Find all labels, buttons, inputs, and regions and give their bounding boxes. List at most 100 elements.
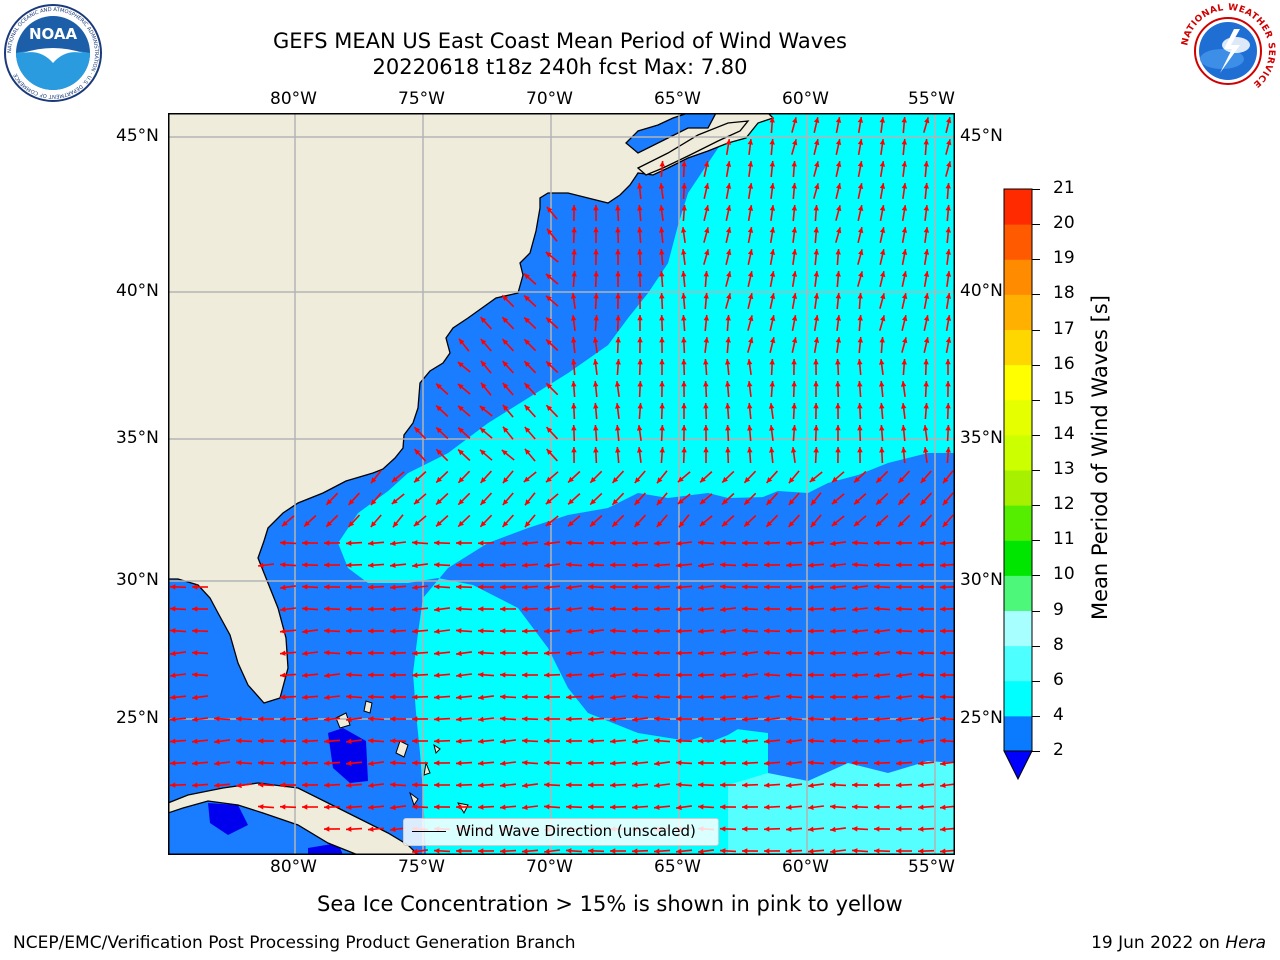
wind-wave-arrowhead — [940, 672, 946, 678]
wind-wave-arrowhead — [835, 381, 841, 387]
wind-wave-arrowhead — [852, 716, 858, 722]
wind-wave-arrowhead — [390, 650, 396, 656]
colorbar-segment — [1004, 575, 1032, 611]
wind-wave-arrowhead — [742, 540, 748, 546]
wind-wave-arrowhead — [725, 161, 732, 167]
wind-wave-arrowhead — [592, 337, 599, 343]
colorbar-tick-mark — [1032, 645, 1040, 647]
colorbar-tick-mark — [1032, 189, 1040, 190]
wind-wave-arrowhead — [923, 381, 929, 387]
wind-wave-arrowhead — [918, 650, 924, 656]
colorbar-segment — [1004, 364, 1032, 401]
lat-label-left: 25°N — [116, 708, 159, 728]
colorbar-tick-label: 17 — [1053, 318, 1075, 339]
wind-wave-arrowhead — [830, 804, 836, 810]
wind-wave-arrowhead — [898, 521, 904, 527]
wind-wave-arrowhead — [786, 540, 792, 546]
wind-wave-arrowhead — [831, 498, 838, 505]
wind-wave-arrowhead — [571, 337, 577, 343]
wind-wave-arrowhead — [502, 383, 509, 389]
wind-wave-arrowhead — [918, 584, 924, 590]
wind-wave-arrowhead — [896, 826, 902, 832]
colorbar-svg — [1003, 188, 1033, 781]
wind-wave-arrowhead — [368, 584, 374, 590]
wind-wave-arrowhead — [590, 498, 596, 505]
wind-wave-arrowhead — [500, 804, 506, 810]
wind-wave-arrowhead — [918, 782, 924, 788]
lat-label-right: 30°N — [960, 570, 1003, 590]
wind-wave-arrowhead — [632, 606, 638, 612]
wind-wave-arrowhead — [918, 804, 924, 810]
wind-wave-arrowhead — [720, 672, 726, 678]
wind-wave-arrowhead — [637, 249, 643, 255]
wind-wave-arrowhead — [681, 447, 687, 453]
wind-wave-arrowhead — [813, 271, 819, 277]
wind-wave-arrowhead — [659, 161, 665, 167]
wind-wave-arrowhead — [764, 804, 770, 810]
colorbar-tick-mark — [1032, 715, 1040, 717]
wind-wave-arrowhead — [813, 337, 820, 343]
wind-wave-arrowhead — [457, 383, 464, 390]
wind-wave-arrowhead — [813, 205, 819, 211]
wind-wave-arrowhead — [632, 738, 638, 744]
colorbar-segment — [1004, 329, 1032, 366]
wind-wave-arrowhead — [857, 315, 863, 321]
wind-wave-arrowhead — [412, 628, 418, 634]
wind-wave-arrowhead — [813, 249, 819, 255]
lat-label-left: 40°N — [116, 281, 159, 301]
wind-wave-arrowhead — [368, 672, 374, 678]
wind-wave-arrowhead — [788, 477, 795, 484]
wind-wave-arrowhead — [458, 499, 464, 505]
wind-wave-arrowhead — [786, 584, 792, 590]
colorbar-segment — [1004, 470, 1032, 506]
wind-wave-arrowhead — [571, 425, 577, 431]
wind-wave-arrowhead — [879, 249, 886, 255]
wind-wave-arrowhead — [544, 628, 550, 634]
wind-wave-arrowhead — [901, 117, 907, 123]
wind-wave-arrowhead — [610, 804, 616, 810]
wind-wave-arrowhead — [923, 359, 929, 365]
wind-wave-arrowhead — [434, 650, 440, 656]
wind-wave-arrowhead — [390, 804, 396, 811]
wind-wave-arrowhead — [698, 848, 704, 855]
wind-wave-arrowhead — [769, 139, 775, 145]
wind-wave-arrowhead — [742, 760, 748, 766]
wind-wave-arrowhead — [857, 425, 863, 431]
wind-wave-arrowhead — [681, 337, 687, 343]
wind-wave-arrowhead — [436, 449, 442, 455]
wind-wave-arrowhead — [747, 425, 753, 431]
wind-wave-arrowhead — [478, 694, 484, 701]
wind-wave-arrowhead — [368, 738, 374, 744]
wind-wave-arrowhead — [637, 227, 643, 233]
wind-wave-arrowhead — [566, 738, 572, 744]
wind-wave-arrowhead — [699, 520, 706, 527]
wind-wave-arrowhead — [791, 227, 797, 233]
wind-wave-arrowhead — [880, 315, 886, 322]
wind-wave-arrowhead — [791, 293, 798, 299]
wind-wave-arrowhead — [456, 782, 462, 788]
wind-wave-arrowhead — [676, 848, 682, 854]
wind-wave-arrowhead — [545, 520, 552, 526]
wind-wave-arrowhead — [593, 271, 599, 277]
wind-wave-arrowhead — [814, 183, 820, 190]
wind-wave-arrowhead — [676, 672, 682, 678]
wind-wave-arrowhead — [500, 716, 506, 722]
wind-wave-arrowhead — [302, 672, 308, 678]
wind-wave-arrowhead — [302, 716, 308, 722]
wind-wave-arrowhead — [324, 782, 330, 788]
wind-wave-arrowhead — [659, 293, 665, 299]
wind-wave-arrowhead — [524, 273, 530, 280]
wind-wave-arrowhead — [368, 650, 374, 656]
wind-wave-arrowhead — [808, 562, 814, 568]
wind-wave-arrowhead — [170, 782, 176, 788]
wind-wave-arrowhead — [522, 584, 528, 590]
wind-wave-arrowhead — [346, 716, 352, 723]
wind-wave-arrowhead — [923, 271, 930, 277]
wind-wave-arrowhead — [681, 205, 687, 211]
wind-wave-arrowhead — [764, 694, 770, 701]
wind-wave-arrowhead — [852, 672, 858, 678]
period-lt2-patch — [208, 803, 248, 835]
wind-wave-arrowhead — [523, 476, 530, 482]
wind-wave-arrowhead — [766, 477, 773, 483]
wind-wave-arrowhead — [943, 477, 949, 484]
